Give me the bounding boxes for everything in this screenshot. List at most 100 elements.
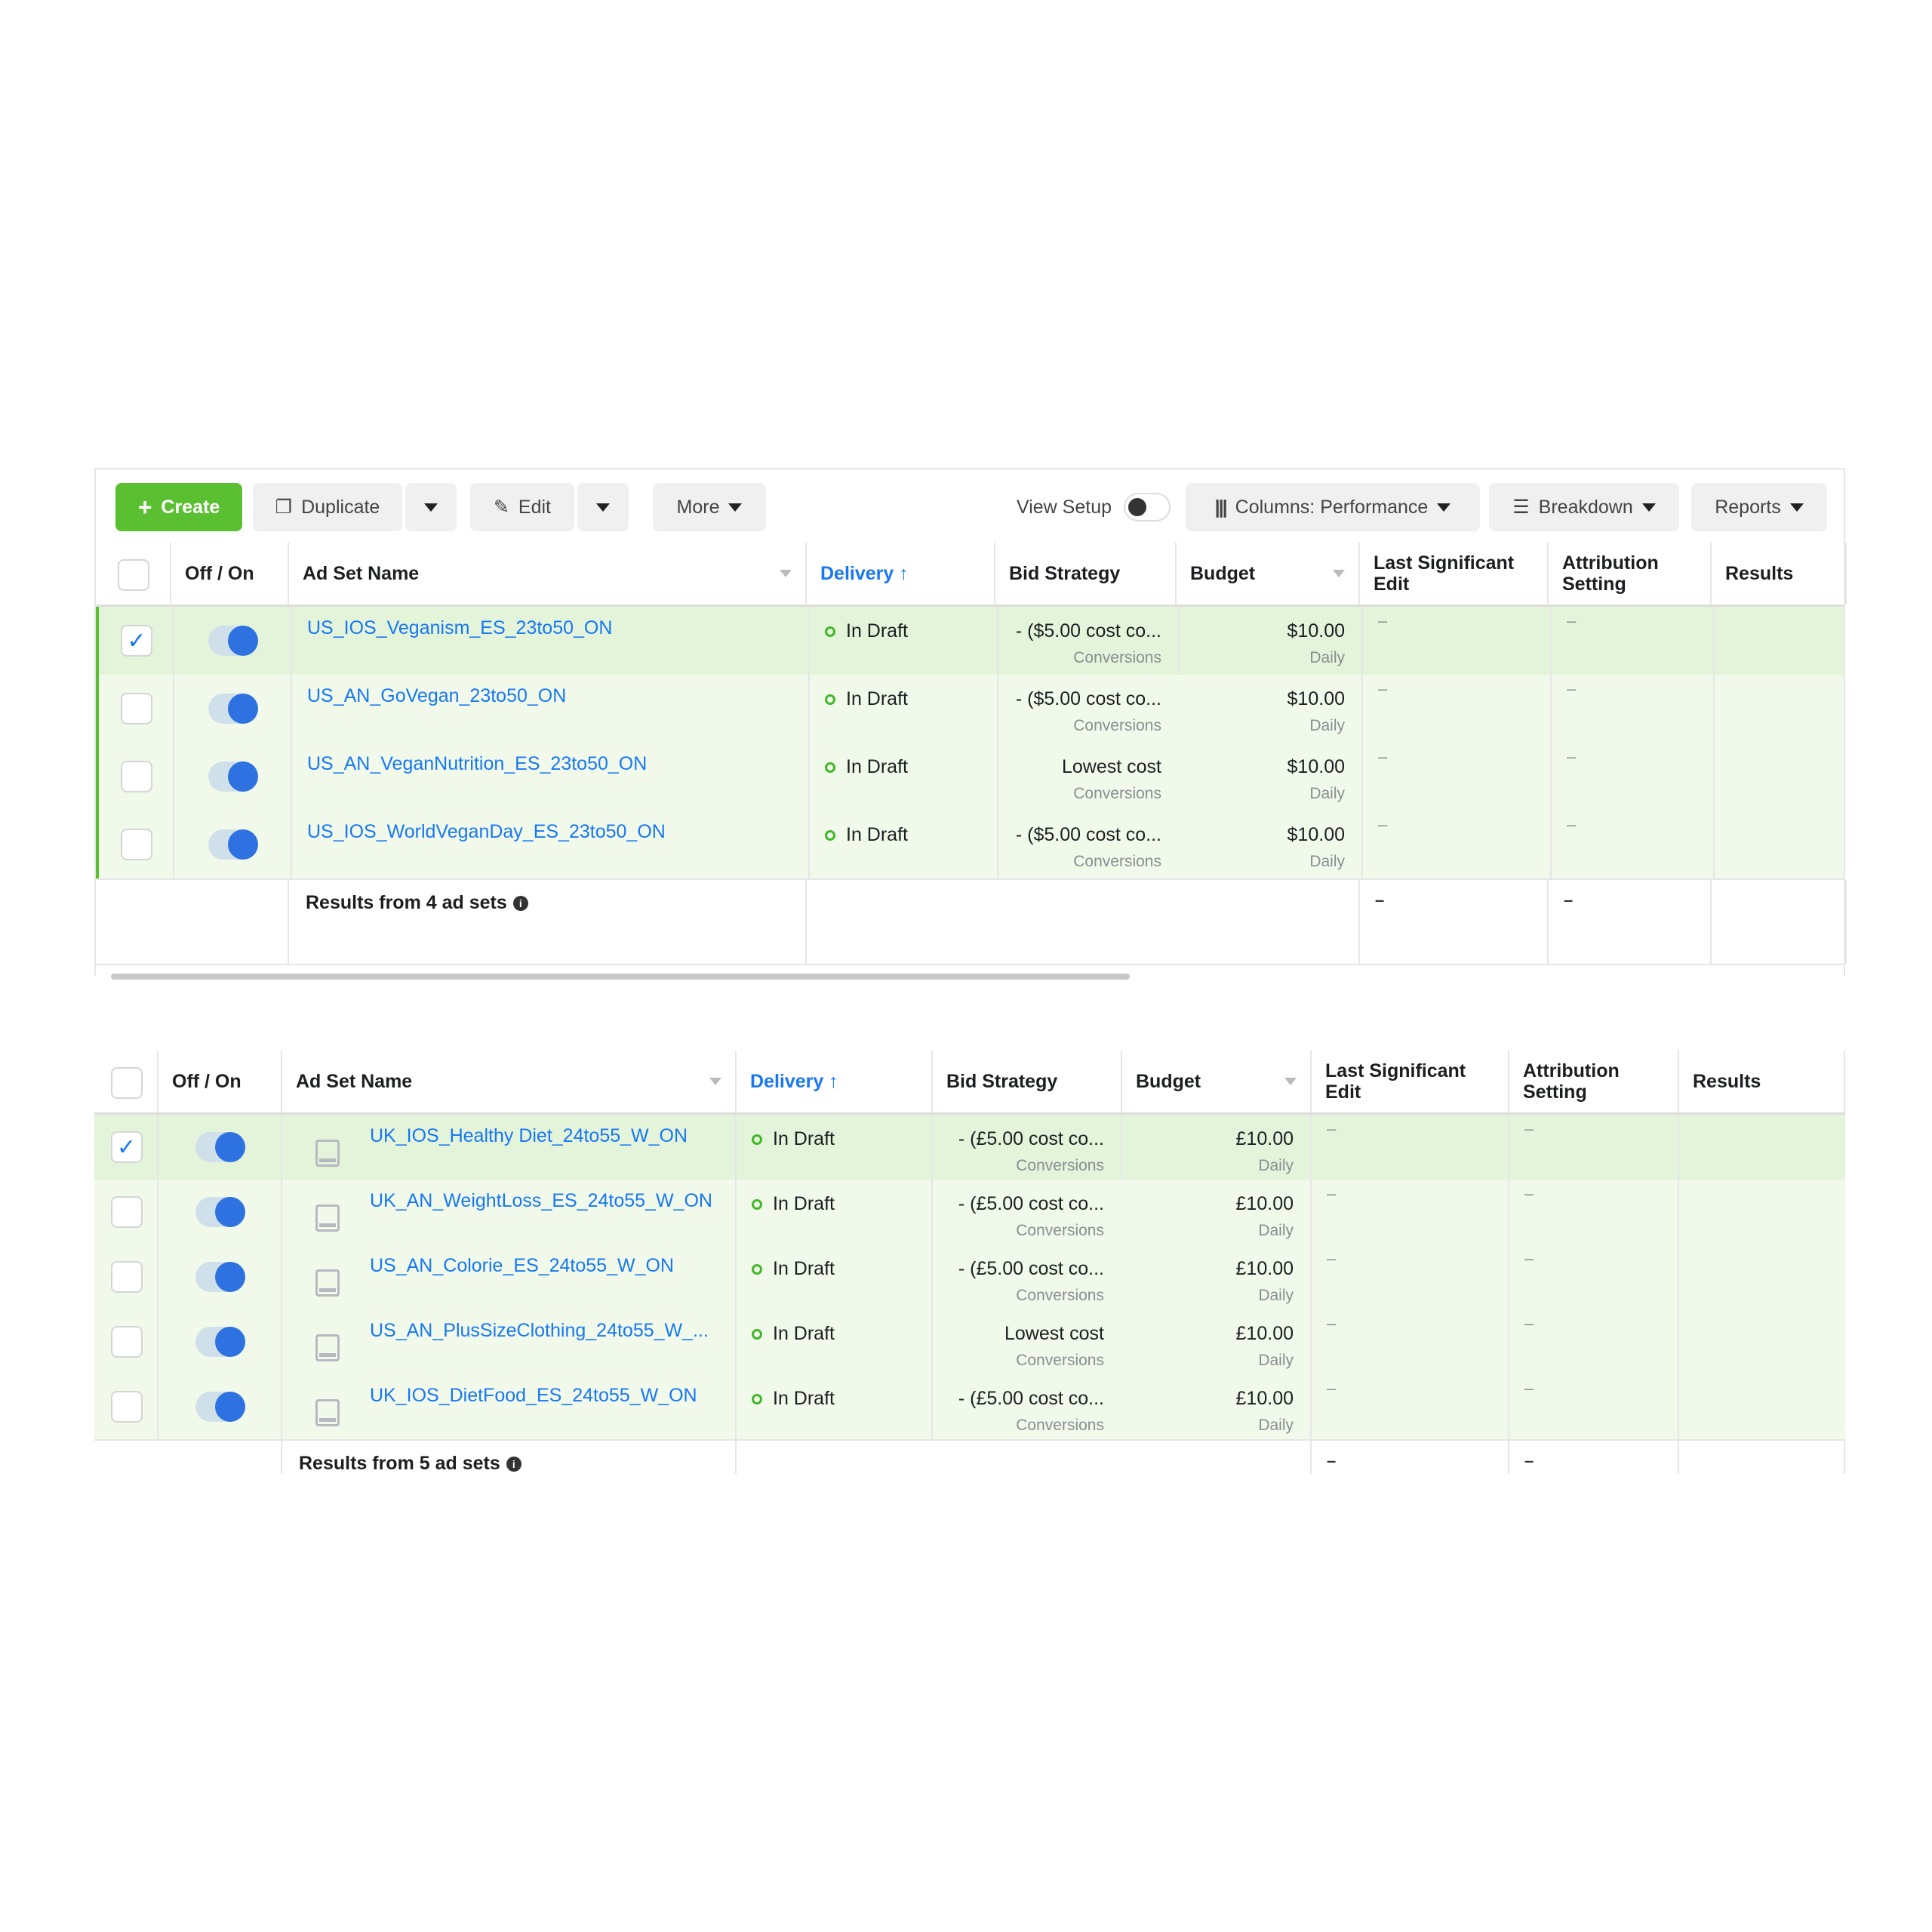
ad-set-name-link[interactable]: US_AN_Colorie_ES_24to55_W_ON: [370, 1255, 674, 1276]
cell-delivery: In Draft: [737, 1115, 933, 1180]
ad-sets-panel-2: Off / On Ad Set Name Delivery ↑ Bid Strateg…: [94, 1051, 1845, 1474]
on-off-toggle[interactable]: [208, 694, 258, 724]
header-tg[interactable]: Off / On: [158, 1051, 282, 1112]
header-delivery[interactable]: Delivery ↑: [737, 1051, 933, 1112]
ad-set-name-link[interactable]: UK_IOS_Healthy Diet_24to55_W_ON: [370, 1125, 688, 1146]
header-results[interactable]: Results: [1679, 1051, 1845, 1112]
table-row[interactable]: UK_IOS_DietFood_ES_24to55_W_ON In Draft - …: [94, 1374, 1845, 1439]
budget-period: Daily: [1258, 1287, 1294, 1304]
horizontal-scrollbar[interactable]: [111, 974, 1130, 980]
toolbar: + Create ❐ Duplicate ✎ Edit More View Setup…: [96, 483, 1844, 531]
bid-strategy: - (£5.00 cost co...: [958, 1388, 1104, 1409]
cell-bid: - (£5.00 cost co... Conversions: [933, 1115, 1122, 1180]
table-row[interactable]: US_AN_VeganNutrition_ES_23to50_ON In Draf…: [96, 743, 1844, 811]
info-icon[interactable]: i: [506, 1456, 521, 1472]
ad-set-name-link[interactable]: UK_AN_WeightLoss_ES_24to55_W_ON: [370, 1190, 712, 1211]
last-edit-value: –: [1378, 815, 1388, 834]
cell-bid: - (£5.00 cost co... Conversions: [933, 1244, 1122, 1309]
table-row[interactable]: US_AN_PlusSizeClothing_24to55_W_... In Dr…: [94, 1309, 1845, 1374]
on-off-toggle[interactable]: [208, 761, 258, 792]
header-delivery[interactable]: Delivery ↑: [807, 543, 995, 605]
reports-button[interactable]: Reports: [1691, 483, 1827, 531]
row-checkbox[interactable]: [110, 1391, 143, 1423]
edit-button[interactable]: ✎ Edit: [470, 483, 574, 531]
ad-set-name-link[interactable]: UK_IOS_DietFood_ES_24to55_W_ON: [370, 1385, 697, 1406]
delivery-status: In Draft: [752, 1323, 835, 1345]
cell-last-edit: –: [1363, 675, 1552, 743]
header-last-edit[interactable]: Last Significant Edit: [1312, 1051, 1509, 1112]
columns-button[interactable]: ||| Columns: Performance: [1186, 483, 1480, 531]
ad-set-name-link[interactable]: US_AN_GoVegan_23to50_ON: [307, 685, 567, 706]
sort-caret-icon[interactable]: [1284, 1078, 1297, 1085]
duplicate-dropdown[interactable]: [405, 483, 457, 531]
row-checkbox[interactable]: [121, 761, 152, 792]
duplicate-label: Duplicate: [301, 496, 380, 518]
status-label: In Draft: [773, 1388, 835, 1409]
table-footer: Results from 5 ad sets i – –: [94, 1439, 1845, 1474]
cell-bid: - ($5.00 cost co... Conversions: [998, 811, 1180, 878]
header-cb: [96, 543, 171, 605]
ad-set-name-link[interactable]: US_IOS_Veganism_ES_23to50_ON: [307, 617, 613, 638]
table-row[interactable]: UK_AN_WeightLoss_ES_24to55_W_ON In Draft -…: [94, 1180, 1845, 1244]
sort-caret-icon[interactable]: [1333, 570, 1345, 577]
caret-down-icon: [728, 503, 743, 512]
header-budget[interactable]: Budget: [1122, 1051, 1312, 1112]
table-row[interactable]: US_AN_GoVegan_23to50_ON In Draft - ($5.00 …: [96, 675, 1844, 743]
select-all-checkbox[interactable]: [110, 1066, 143, 1099]
select-all-checkbox[interactable]: [118, 558, 149, 591]
cell-cb: [94, 1244, 158, 1309]
header-name[interactable]: Ad Set Name: [282, 1051, 737, 1112]
table-row[interactable]: ✓ US_IOS_Veganism_ES_23to50_ON In Draft - (…: [96, 607, 1844, 675]
header-tg[interactable]: Off / On: [171, 543, 289, 605]
row-checkbox[interactable]: [121, 829, 152, 860]
cell-bid: - (£5.00 cost co... Conversions: [933, 1180, 1122, 1244]
row-checkbox[interactable]: ✓: [110, 1131, 143, 1163]
header-attribution[interactable]: Attribution Setting: [1509, 1051, 1679, 1112]
header-bid[interactable]: Bid Strategy: [933, 1051, 1122, 1112]
edit-dropdown[interactable]: [577, 483, 629, 531]
on-off-toggle[interactable]: [195, 1197, 245, 1227]
row-checkbox[interactable]: [110, 1326, 143, 1358]
on-off-toggle[interactable]: [195, 1132, 245, 1162]
ad-set-name-link[interactable]: US_AN_PlusSizeClothing_24to55_W_...: [370, 1320, 709, 1341]
cell-bid: - ($5.00 cost co... Conversions: [998, 607, 1180, 675]
header-results[interactable]: Results: [1712, 543, 1847, 605]
cell-bid: Lowest cost Conversions: [998, 743, 1180, 811]
header-budget[interactable]: Budget: [1177, 543, 1360, 605]
on-off-toggle[interactable]: [208, 626, 258, 656]
device-icon: [315, 1334, 340, 1361]
on-off-toggle[interactable]: [208, 829, 258, 860]
create-button[interactable]: + Create: [115, 483, 242, 531]
ad-set-name-link[interactable]: US_AN_VeganNutrition_ES_23to50_ON: [307, 753, 648, 774]
on-off-toggle[interactable]: [195, 1392, 245, 1422]
header-name[interactable]: Ad Set Name: [289, 543, 807, 605]
caret-down-icon: [1437, 503, 1451, 512]
sort-caret-icon[interactable]: [709, 1078, 721, 1085]
row-checkbox[interactable]: [110, 1261, 143, 1293]
header-attribution[interactable]: Attribution Setting: [1549, 543, 1712, 605]
cell-name: US_IOS_WorldVeganDay_ES_23to50_ON: [292, 811, 810, 878]
more-button[interactable]: More: [653, 483, 766, 531]
row-checkbox[interactable]: [121, 693, 152, 724]
on-off-toggle[interactable]: [195, 1327, 245, 1357]
device-icon: [315, 1269, 340, 1297]
on-off-toggle[interactable]: [195, 1262, 245, 1292]
sort-caret-icon[interactable]: [780, 570, 792, 577]
duplicate-button[interactable]: ❐ Duplicate: [253, 483, 402, 531]
cell-tg: [174, 607, 292, 675]
view-setup-toggle[interactable]: [1124, 493, 1171, 521]
row-checkbox[interactable]: ✓: [121, 625, 152, 657]
row-checkbox[interactable]: [110, 1196, 143, 1228]
info-icon[interactable]: i: [512, 895, 528, 911]
table-row[interactable]: US_IOS_WorldVeganDay_ES_23to50_ON In Draf…: [96, 811, 1844, 878]
header-bid[interactable]: Bid Strategy: [995, 543, 1177, 605]
breakdown-button[interactable]: ☰ Breakdown: [1489, 483, 1679, 531]
table-row[interactable]: US_AN_Colorie_ES_24to55_W_ON In Draft - (£…: [94, 1244, 1845, 1309]
header-label: Bid Strategy: [946, 1071, 1058, 1092]
header-last-edit[interactable]: Last Significant Edit: [1360, 543, 1549, 605]
ad-set-name-link[interactable]: US_IOS_WorldVeganDay_ES_23to50_ON: [307, 821, 666, 842]
table-row[interactable]: ✓ UK_IOS_Healthy Diet_24to55_W_ON In Draft…: [94, 1115, 1845, 1180]
status-dot-icon: [825, 626, 835, 637]
header-label: Last Significant Edit: [1325, 1060, 1466, 1103]
budget-period: Daily: [1258, 1157, 1294, 1174]
